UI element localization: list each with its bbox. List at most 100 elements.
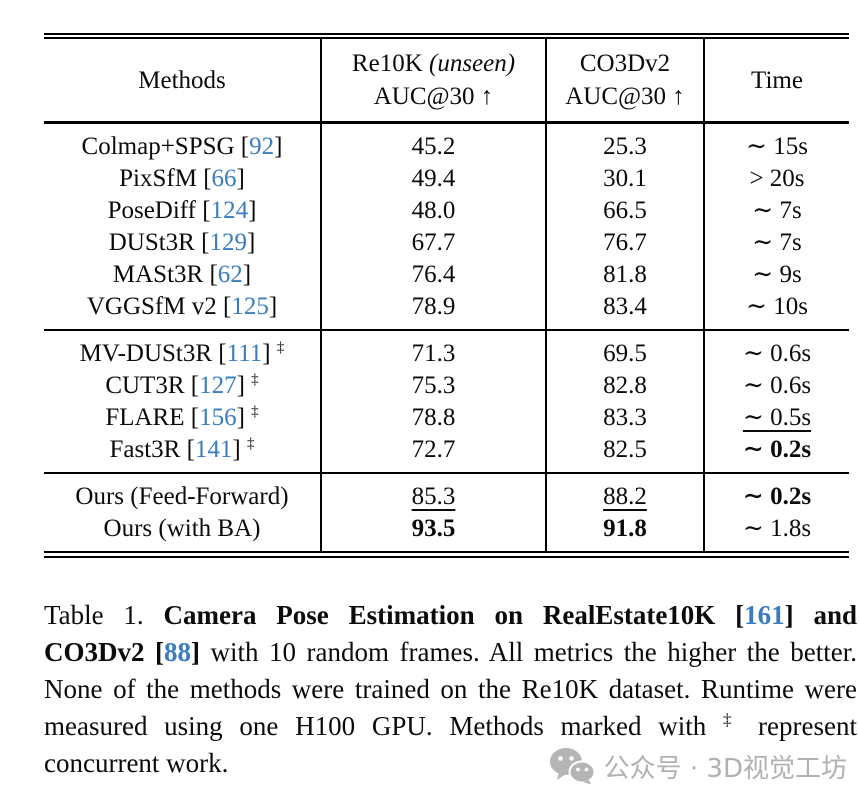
co3dv2-score-cell: 81.8 (545, 259, 703, 291)
method-cell: Ours (Feed-Forward) (44, 472, 320, 513)
citation-link[interactable]: 141 (194, 436, 233, 463)
re10k-score-cell: 78.9 (320, 291, 545, 329)
table-caption: Table 1. Camera Pose Estimation on RealE… (44, 597, 857, 782)
header-row: Methods Re10K (unseen) AUC@30 ↑ CO3Dv2 A… (44, 39, 849, 124)
co3dv2-score-cell: 91.8 (545, 513, 703, 551)
citation-link[interactable]: 88 (164, 637, 192, 667)
watermark-text: 公众号 · 3D视觉工坊 (603, 753, 847, 784)
method-cell: Colmap+SPSG [92] (81, 133, 283, 160)
time-cell: ∼ 0.5s (703, 402, 849, 434)
co3dv2-score-cell: 82.5 (545, 434, 703, 472)
header-re10k: Re10K (unseen) AUC@30 ↑ (320, 39, 545, 124)
method-cell: PixSfM [66] (119, 165, 245, 192)
re10k-score-cell-value: 78.9 (411, 293, 456, 320)
table-block-concurrent: MV-DUSt3R [111] ‡ 71.3 69.5 ∼ 0.6s CUT3R [12… (44, 329, 849, 472)
caption-text: ] (191, 637, 201, 667)
table-row: Colmap+SPSG [92] 45.2 25.3 ∼ 15s (44, 124, 849, 163)
citation-link[interactable]: 66 (211, 165, 237, 192)
re10k-score-cell: 75.3 (320, 370, 545, 402)
time-cell: ∼ 7s (703, 227, 849, 259)
table-row: MV-DUSt3R [111] ‡ 71.3 69.5 ∼ 0.6s (44, 329, 849, 370)
co3dv2-score-cell-value: 81.8 (603, 261, 647, 288)
table-row: VGGSfM v2 [125] 78.9 83.4 ∼ 10s (44, 291, 849, 329)
time-cell-value: ∼ 15s (746, 133, 808, 160)
co3dv2-score-cell-value: 88.2 (603, 483, 647, 510)
time-cell: > 20s (703, 163, 849, 195)
re10k-score-cell-value: 45.2 (411, 133, 456, 160)
time-cell-value: ∼ 0.2s (742, 483, 812, 510)
table-block-ours: Ours (Feed-Forward) 85.3 88.2 ∼ 0.2s Ours (w… (44, 472, 849, 551)
co3dv2-score-cell: 69.5 (545, 329, 703, 370)
time-cell: ∼ 0.2s (703, 472, 849, 513)
co3dv2-score-cell-value: 91.8 (603, 515, 647, 542)
co3dv2-score-cell: 83.3 (545, 402, 703, 434)
table-row: Fast3R [141] ‡ 72.7 82.5 ∼ 0.2s (44, 434, 849, 472)
time-cell: ∼ 1.8s (703, 513, 849, 551)
re10k-score-cell: 48.0 (320, 195, 545, 227)
co3dv2-score-cell-value: 83.3 (603, 404, 647, 431)
citation-link[interactable]: 129 (209, 229, 247, 256)
results-table: Methods Re10K (unseen) AUC@30 ↑ CO3Dv2 A… (44, 33, 849, 558)
co3dv2-score-cell: 83.4 (545, 291, 703, 329)
citation-link[interactable]: 161 (744, 600, 785, 630)
header-re10k-dataset: Re10K (351, 50, 429, 77)
re10k-score-cell: 49.4 (320, 163, 545, 195)
co3dv2-score-cell-value: 25.3 (603, 133, 647, 160)
concurrent-work-dagger: ‡ (247, 435, 255, 452)
citation-link[interactable]: 124 (210, 197, 249, 224)
method-cell: FLARE [156] ‡ (105, 403, 259, 431)
re10k-score-cell-value: 49.4 (411, 165, 456, 192)
method-cell: CUT3R [127] ‡ (105, 371, 259, 399)
re10k-score-cell: 85.3 (320, 472, 545, 513)
header-co3dv2-metric: AUC@30 ↑ (565, 83, 685, 110)
time-cell-value: ∼ 10s (746, 293, 808, 320)
concurrent-work-dagger: ‡ (276, 339, 285, 356)
table-row: DUSt3R [129] 67.7 76.7 ∼ 7s (44, 227, 849, 259)
time-cell: ∼ 9s (703, 259, 849, 291)
time-cell: ∼ 7s (703, 195, 849, 227)
table-row: PoseDiff [124] 48.0 66.5 ∼ 7s (44, 195, 849, 227)
citation-link[interactable]: 125 (231, 293, 269, 320)
method-cell: Ours (with BA) (103, 515, 261, 542)
citation-link[interactable]: 127 (199, 372, 237, 399)
table-row: MASt3R [62] 76.4 81.8 ∼ 9s (44, 259, 849, 291)
citation-link[interactable]: 111 (226, 340, 263, 367)
re10k-score-cell-value: 48.0 (411, 197, 456, 224)
re10k-score-cell: 72.7 (320, 434, 545, 472)
time-cell-value: > 20s (749, 165, 805, 192)
time-cell: ∼ 0.6s (703, 329, 849, 370)
method-cell: VGGSfM v2 [125] (86, 293, 278, 320)
citation-link[interactable]: 156 (199, 404, 237, 431)
header-co3dv2: CO3Dv2 AUC@30 ↑ (545, 39, 703, 124)
re10k-score-cell-value: 76.4 (411, 261, 456, 288)
re10k-score-cell: 93.5 (320, 513, 545, 551)
co3dv2-score-cell: 30.1 (545, 163, 703, 195)
time-cell-value: ∼ 7s (752, 197, 802, 224)
method-cell: MASt3R [62] (112, 261, 252, 288)
co3dv2-score-cell-value: 76.7 (603, 229, 647, 256)
table-row: CUT3R [127] ‡ 75.3 82.8 ∼ 0.6s (44, 370, 849, 402)
wechat-icon (549, 747, 595, 785)
re10k-score-cell: 76.4 (320, 259, 545, 291)
citation-link[interactable]: 92 (249, 133, 275, 160)
time-cell: ∼ 15s (703, 124, 849, 163)
re10k-score-cell-value: 72.7 (411, 436, 456, 463)
caption-text: with 10 random frames. All metrics the h… (44, 637, 857, 741)
header-co3dv2-dataset: CO3Dv2 (579, 50, 671, 77)
header-re10k-metric: AUC@30 ↑ (373, 83, 494, 110)
caption-text: ] and CO3Dv2 [ (44, 600, 858, 667)
table-header: Methods Re10K (unseen) AUC@30 ↑ CO3Dv2 A… (44, 39, 849, 124)
co3dv2-score-cell-value: 83.4 (603, 293, 647, 320)
co3dv2-score-cell: 82.8 (545, 370, 703, 402)
citation-link[interactable]: 62 (217, 261, 243, 288)
concurrent-work-dagger: ‡ (251, 371, 259, 388)
time-cell: ∼ 0.2s (703, 434, 849, 472)
header-time: Time (703, 39, 849, 124)
table-row: Ours (with BA) 93.5 91.8 ∼ 1.8s (44, 513, 849, 551)
table-row: FLARE [156] ‡ 78.8 83.3 ∼ 0.5s (44, 402, 849, 434)
re10k-score-cell: 71.3 (320, 329, 545, 370)
time-cell-value: ∼ 1.8s (742, 515, 812, 542)
time-cell-value: ∼ 0.6s (742, 372, 812, 399)
co3dv2-score-cell-value: 66.5 (603, 197, 647, 224)
